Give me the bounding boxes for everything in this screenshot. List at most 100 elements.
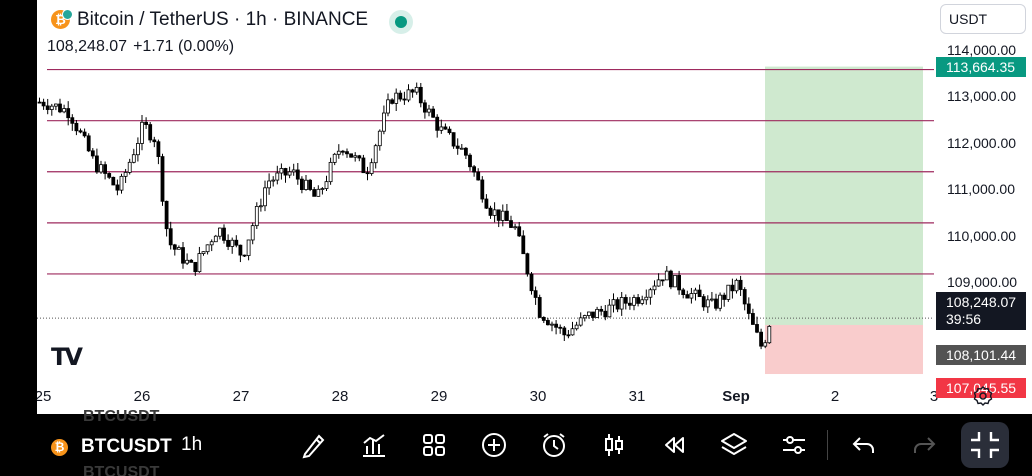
candle-body-39 bbox=[197, 253, 202, 273]
candle-body-30 bbox=[160, 156, 165, 202]
candle-body-178 bbox=[767, 325, 772, 344]
currency-selector[interactable]: USDT bbox=[940, 4, 1026, 34]
fullscreen-exit-button[interactable] bbox=[961, 422, 1009, 468]
candle-body-62 bbox=[291, 169, 296, 173]
candle-body-26 bbox=[144, 121, 148, 125]
candle-body-98 bbox=[439, 126, 444, 131]
candle-body-55 bbox=[263, 187, 267, 207]
candle-body-28 bbox=[152, 139, 157, 143]
candle-body-8 bbox=[70, 117, 75, 124]
tradingview-logo: TV bbox=[51, 343, 83, 371]
candle-body-163 bbox=[705, 299, 710, 308]
layers-icon[interactable] bbox=[719, 430, 749, 460]
candle-body-126 bbox=[554, 323, 558, 328]
grid-icon[interactable] bbox=[419, 430, 449, 460]
candle-body-149 bbox=[648, 289, 653, 298]
candle-body-170 bbox=[734, 279, 739, 292]
candle-body-50 bbox=[242, 254, 247, 257]
candle-body-54 bbox=[258, 205, 263, 208]
candle-body-169 bbox=[730, 284, 735, 292]
candle-body-173 bbox=[746, 303, 751, 314]
entry-price-label: 108,101.44 bbox=[936, 345, 1026, 366]
candle-body-134 bbox=[587, 311, 591, 316]
time-tick-label: 28 bbox=[331, 388, 349, 405]
candle-body-111 bbox=[492, 209, 497, 216]
candle-body-156 bbox=[677, 274, 681, 291]
sliders-icon[interactable] bbox=[779, 430, 809, 460]
collapse-icon bbox=[971, 432, 999, 458]
candle-body-75 bbox=[345, 151, 349, 155]
candle-body-33 bbox=[172, 244, 177, 250]
candle-body-58 bbox=[275, 172, 280, 181]
toolbar-divider bbox=[827, 430, 828, 460]
plus-circle-icon[interactable] bbox=[479, 430, 509, 460]
alarm-clock-icon[interactable] bbox=[539, 430, 569, 460]
candle-body-10 bbox=[78, 130, 83, 133]
candle-body-74 bbox=[340, 150, 345, 153]
candle-body-23 bbox=[131, 154, 136, 163]
candle-body-151 bbox=[656, 279, 661, 287]
candle-body-46 bbox=[226, 239, 231, 247]
candle-body-70 bbox=[324, 181, 329, 189]
candle-body-77 bbox=[353, 155, 358, 158]
candle-body-43 bbox=[213, 235, 218, 243]
candle-body-32 bbox=[168, 228, 173, 246]
candle-body-56 bbox=[267, 180, 272, 189]
symbol-button[interactable]: BTCUSDT bbox=[81, 436, 172, 457]
candle-body-48 bbox=[234, 239, 239, 246]
target-zone bbox=[765, 66, 923, 325]
ohlc-change: +1.71 (0.00%) bbox=[133, 38, 235, 55]
market-open-icon bbox=[389, 10, 413, 34]
time-tick-label: 29 bbox=[430, 388, 448, 405]
candle-body-69 bbox=[320, 188, 325, 190]
candle-body-113 bbox=[500, 210, 505, 221]
candle-body-167 bbox=[722, 294, 727, 300]
brush-icon[interactable] bbox=[299, 430, 329, 460]
candle-body-166 bbox=[718, 294, 722, 309]
candle-body-144 bbox=[628, 302, 632, 306]
chart-area[interactable]: ₿ Bitcoin / TetherUS · 1h · BINANCE 108,… bbox=[37, 0, 1032, 414]
candle-body-80 bbox=[365, 172, 370, 175]
candle-body-129 bbox=[566, 334, 571, 337]
candle-body-6 bbox=[62, 108, 67, 113]
candle-body-99 bbox=[443, 126, 448, 130]
candle-body-81 bbox=[369, 162, 374, 174]
candle-body-177 bbox=[763, 342, 768, 347]
price-chart[interactable] bbox=[37, 0, 1032, 414]
time-tick-label: 27 bbox=[232, 388, 250, 405]
rewind-icon[interactable] bbox=[659, 430, 689, 460]
candle-body-47 bbox=[230, 239, 235, 247]
candle-body-3 bbox=[49, 105, 54, 110]
timeframe-button[interactable]: 1h bbox=[181, 434, 203, 455]
candle-body-91 bbox=[410, 89, 415, 93]
candle-body-68 bbox=[316, 188, 321, 197]
candle-body-34 bbox=[176, 247, 181, 250]
chart-bars-icon[interactable] bbox=[359, 430, 389, 460]
candle-body-148 bbox=[644, 296, 649, 301]
candles-icon[interactable] bbox=[599, 430, 629, 460]
candle-body-12 bbox=[86, 135, 91, 152]
candle-body-5 bbox=[58, 103, 62, 113]
candle-body-118 bbox=[521, 235, 526, 255]
candle-body-123 bbox=[541, 317, 546, 321]
candle-body-49 bbox=[238, 244, 243, 256]
redo-icon[interactable] bbox=[909, 430, 939, 460]
candle-body-9 bbox=[74, 122, 79, 132]
chart-title[interactable]: Bitcoin / TetherUS · 1h · BINANCE bbox=[77, 9, 369, 30]
candle-body-127 bbox=[558, 326, 563, 329]
candle-body-142 bbox=[619, 297, 624, 310]
candle-body-162 bbox=[701, 296, 706, 308]
candle-body-19 bbox=[115, 184, 120, 191]
time-tick-label: 31 bbox=[628, 388, 646, 405]
candle-body-96 bbox=[431, 108, 436, 118]
chart-settings-icon[interactable] bbox=[973, 386, 993, 406]
candle-body-107 bbox=[476, 171, 481, 181]
undo-icon[interactable] bbox=[849, 430, 879, 460]
candle-body-164 bbox=[710, 298, 714, 301]
bitcoin-icon: ₿ bbox=[51, 439, 68, 456]
candle-body-79 bbox=[361, 157, 366, 174]
candle-body-112 bbox=[496, 209, 501, 221]
candle-body-1 bbox=[41, 101, 46, 107]
candle-body-85 bbox=[386, 99, 390, 114]
last-price-value: 108,248.07 bbox=[946, 294, 1017, 311]
